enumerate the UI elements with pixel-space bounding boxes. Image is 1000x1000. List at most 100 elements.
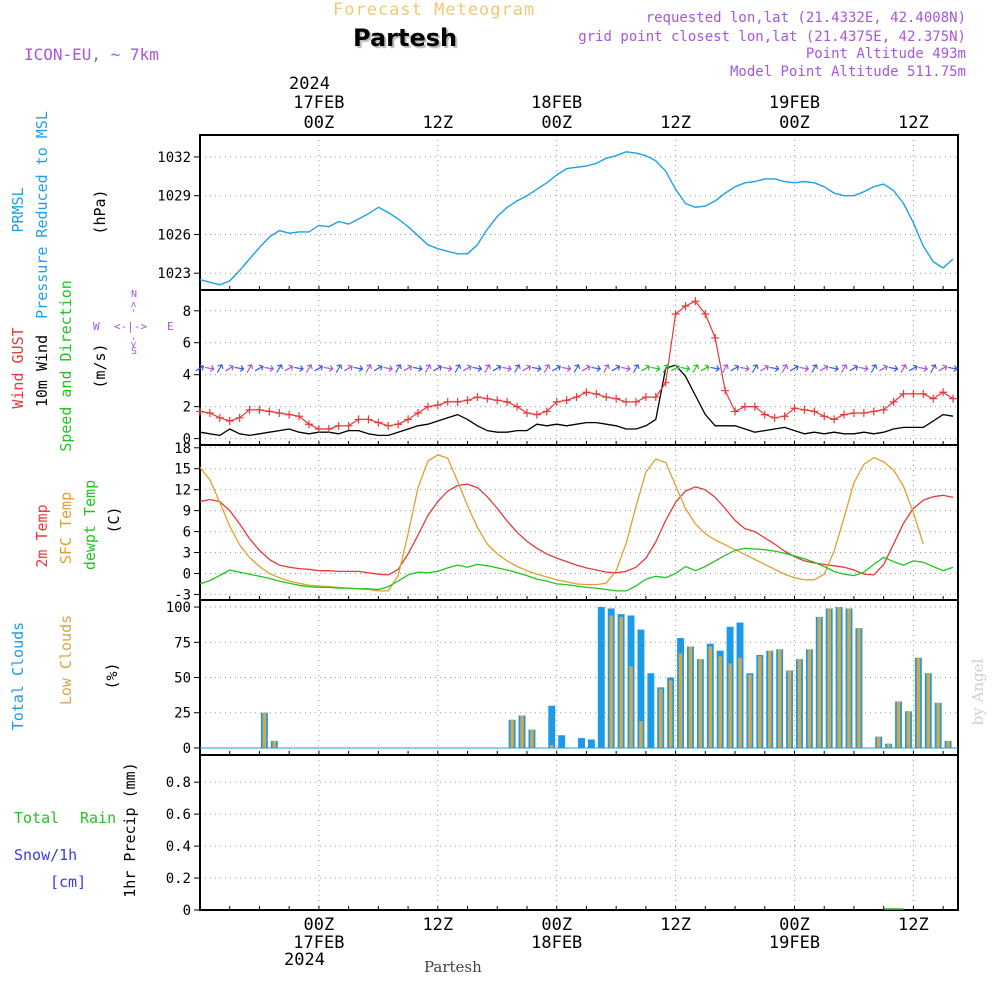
wind-direction-arrow (561, 365, 572, 372)
panel-frame (199, 444, 959, 601)
low-clouds-bar (629, 666, 633, 748)
wind-gust-marker (810, 407, 819, 416)
wind-direction-arrow (908, 364, 918, 372)
panel-frame (199, 599, 959, 756)
wind-gust-marker (453, 397, 462, 406)
wind-direction-arrow (403, 364, 413, 372)
bottom-axis-day: 17FEB (293, 933, 344, 953)
y-tick-label: 15 (174, 462, 191, 478)
total-clouds-bar (558, 735, 566, 748)
wind-gust-marker (255, 405, 264, 414)
y-tick-label: 1026 (157, 227, 191, 243)
location-title: Partesh (353, 24, 458, 52)
wind-direction-arrow (700, 364, 710, 372)
wind-gust-marker (582, 388, 591, 397)
temp-sfc-line (199, 454, 924, 592)
wind-direction-arrow (662, 364, 670, 373)
wind-direction-arrow (484, 364, 492, 373)
y-tick-label: 18 (174, 441, 191, 457)
wind-direction-arrow (692, 364, 700, 373)
wind-direction-arrow (938, 364, 948, 372)
product-title: Forecast Meteogram (333, 0, 536, 20)
top-axis-hour: 12Z (422, 113, 453, 133)
low-clouds-bar (510, 719, 514, 748)
wind-gust-marker (196, 407, 204, 416)
top-axis-day: 17FEB (293, 93, 344, 113)
low-clouds-bar (837, 607, 841, 748)
wind-direction-arrow (195, 364, 205, 372)
low-clouds-bar (609, 615, 613, 748)
low-clouds-bar (768, 650, 772, 748)
bottom-axis-hour: 12Z (422, 915, 453, 935)
low-clouds-bar (738, 657, 742, 748)
y-tick-label: 0.2 (166, 871, 191, 887)
model-point-altitude: Model Point Altitude 511.75m (729, 64, 966, 80)
wind-gust-marker (671, 309, 680, 318)
low-clouds-bar (639, 721, 643, 748)
top-axis-hour: 12Z (660, 113, 691, 133)
wind-gust-marker (463, 396, 472, 405)
wind-gust-marker (731, 407, 740, 416)
compass-east: E (167, 320, 174, 333)
bottom-axis-hour: 12Z (898, 915, 929, 935)
y-tick-label: 100 (166, 600, 191, 616)
wind-gust-marker (869, 407, 878, 416)
wind-direction-arrow (412, 365, 423, 372)
wind-gust-marker (631, 397, 640, 406)
wind-gust-marker (800, 405, 809, 414)
wind-10m-line (199, 364, 954, 437)
y-tick-label: 0 (183, 903, 191, 919)
wind-gust-marker (404, 415, 413, 424)
wind-direction-arrow (472, 365, 483, 372)
wind-direction-arrow (543, 364, 551, 373)
point-altitude: Point Altitude 493m (805, 46, 966, 62)
low-clouds-bar (659, 688, 663, 748)
wind-gust-marker (245, 405, 254, 414)
wind-gust-marker (265, 407, 274, 416)
low-clouds-bar (728, 663, 732, 748)
wind-gust-marker (443, 397, 452, 406)
wind-direction-arrow (811, 364, 819, 373)
bottom-axis-hour: 12Z (660, 915, 691, 935)
low-clouds-bar (758, 656, 762, 748)
wind-gust-marker (552, 397, 561, 406)
wind-direction-arrow (305, 364, 313, 373)
low-clouds-bar (906, 711, 911, 748)
wind-gust-marker (909, 389, 918, 398)
wind-gust-marker (483, 394, 492, 403)
wind-gust-marker (275, 409, 284, 418)
wind-direction-arrow (948, 365, 958, 372)
wind-gust-marker (919, 389, 928, 398)
low-clouds-bar (698, 659, 703, 748)
wind-gust-marker (364, 415, 373, 424)
wind-direction-arrow (514, 364, 521, 373)
wind-gust-marker (394, 420, 403, 429)
wind-gust-marker (503, 397, 512, 406)
wind-direction-arrow (722, 364, 729, 373)
wind-direction-arrow (552, 364, 561, 372)
y-tick-label: 0 (183, 432, 191, 448)
wind-gust-marker (215, 413, 224, 422)
wind-gust-marker (790, 404, 799, 413)
y-tick-label: 8 (183, 304, 191, 320)
low-clouds-bar (787, 670, 792, 748)
wind-direction-arrow (730, 364, 740, 372)
wind-gust-marker (939, 388, 948, 397)
total-clouds-bar (587, 739, 595, 748)
compass-west: W (93, 320, 100, 333)
wind-gust-marker (780, 412, 789, 421)
wind-direction-arrow (373, 364, 383, 372)
compass-south: S (131, 346, 138, 357)
low-clouds-bar (936, 702, 940, 748)
wind-direction-arrow (858, 365, 869, 372)
requested-coords: requested lon,lat (21.4332E, 42.4008N) (645, 10, 966, 26)
y-tick-label: 75 (174, 635, 191, 651)
wind-direction-arrow (870, 364, 878, 373)
y-tick-label: 1023 (157, 266, 191, 282)
y-tick-label: 0 (183, 741, 191, 757)
low-clouds-bar (896, 701, 901, 748)
low-clouds-bar (797, 659, 802, 748)
wind-gust-marker (562, 396, 571, 405)
y-tick-label: 25 (174, 706, 191, 722)
